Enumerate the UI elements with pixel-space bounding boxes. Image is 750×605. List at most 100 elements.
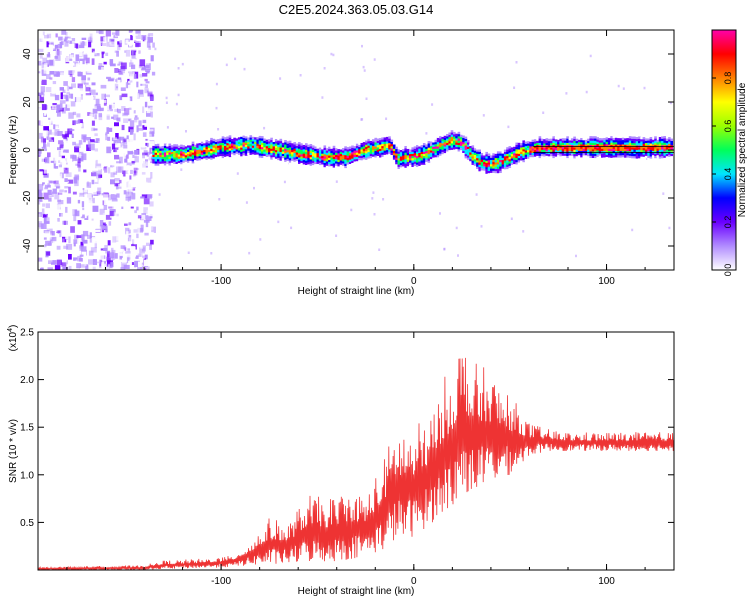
ridge-cell <box>545 153 549 156</box>
noise-cell <box>101 263 107 270</box>
ridge-cell <box>601 148 604 152</box>
noise-cell <box>131 262 135 265</box>
ridge-cell <box>450 134 454 137</box>
ridge-cell <box>471 151 475 155</box>
noise-cell <box>108 102 114 107</box>
noise-cell <box>116 103 120 108</box>
ridge-cell <box>182 160 185 163</box>
noise-cell <box>38 214 41 218</box>
noise-cell <box>150 239 154 245</box>
ridge-cell <box>473 154 477 158</box>
ridge-cell <box>411 151 414 154</box>
ridge-cell <box>191 154 195 157</box>
noise-cell <box>46 142 49 149</box>
noise-cell <box>104 36 108 42</box>
noise-cell <box>89 89 96 95</box>
ridge-cell <box>379 157 382 160</box>
ridge-cell <box>628 146 632 150</box>
ridge-cell <box>559 143 562 146</box>
noise-cell <box>87 167 91 175</box>
noise-cell <box>44 144 47 151</box>
noise-cell <box>51 260 57 265</box>
noise-cell <box>84 36 90 40</box>
ridge-cell <box>494 153 498 156</box>
noise-cell <box>113 126 116 130</box>
ridge-cell <box>644 142 648 146</box>
ridge-cell <box>559 156 562 159</box>
ridge-cell <box>439 138 442 141</box>
ridge-cell <box>254 150 257 153</box>
ridge-cell <box>582 153 586 156</box>
ridge-cell <box>582 144 586 147</box>
ridge-cell <box>665 151 669 154</box>
ridge-cell <box>348 148 352 152</box>
noise-cell <box>124 50 127 53</box>
ridge-cell <box>642 137 646 140</box>
bottom-x-tick-label: 0 <box>411 576 417 587</box>
ridge-cell <box>219 138 222 141</box>
ridge-cell <box>561 146 565 150</box>
ridge-cell <box>418 144 421 147</box>
noise-cell <box>105 56 110 62</box>
ridge-cell <box>337 157 340 160</box>
ridge-cell <box>182 147 185 150</box>
noise-cell <box>72 191 77 195</box>
noise-cell <box>144 161 150 164</box>
ridge-cell <box>436 154 440 158</box>
noise-cell <box>118 230 121 234</box>
noise-cell <box>123 190 127 195</box>
ridge-cell <box>524 145 528 149</box>
ridge-cell <box>647 142 650 145</box>
ridge-cell <box>226 147 229 150</box>
ridge-cell <box>385 149 389 153</box>
ridge-cell <box>425 161 428 165</box>
ridge-cell <box>256 154 259 157</box>
ridge-cell <box>203 158 206 161</box>
ridge-cell <box>499 151 502 154</box>
noise-cell <box>39 163 45 166</box>
ridge-cell <box>635 158 639 161</box>
ridge-cell <box>635 136 639 140</box>
noise-cell <box>110 77 115 81</box>
ridge-cell <box>302 146 306 150</box>
ridge-cell <box>631 138 634 141</box>
noise-cell <box>100 93 105 100</box>
ridge-cell <box>607 144 611 147</box>
ridge-cell <box>409 158 412 161</box>
noise-cell <box>44 63 48 68</box>
ridge-cell <box>570 155 574 158</box>
noise-cell <box>73 177 78 184</box>
ridge-cell <box>661 136 664 139</box>
ridge-cell <box>293 142 296 145</box>
ridge-cell <box>332 167 336 170</box>
ridge-cell <box>272 148 276 151</box>
noise-cell <box>107 136 111 141</box>
ridge-cell <box>402 161 405 165</box>
ridge-cell <box>344 165 347 169</box>
noise-cell <box>60 213 67 220</box>
ridge-cell <box>603 157 606 160</box>
noise-cell <box>118 61 123 65</box>
noise-cell <box>131 162 135 169</box>
ridge-cell <box>302 144 306 148</box>
ridge-cell <box>242 146 246 149</box>
ridge-cell <box>365 144 368 147</box>
ridge-cell <box>464 151 468 155</box>
ridge-cell <box>520 158 523 161</box>
ridge-cell <box>284 140 287 143</box>
noise-cell <box>43 56 47 62</box>
noise-cell <box>102 129 107 134</box>
ridge-cell <box>476 153 479 156</box>
noise-cell <box>52 213 57 220</box>
ridge-cell <box>469 158 472 162</box>
ridge-cell <box>244 153 248 156</box>
ridge-cell <box>543 151 546 155</box>
ridge-cell <box>453 134 456 137</box>
noise-cell <box>120 249 126 253</box>
ridge-cell <box>316 148 320 151</box>
noise-cell <box>50 119 54 123</box>
noise-cell <box>142 113 148 118</box>
ridge-cell <box>288 142 292 146</box>
ridge-cell <box>545 144 549 148</box>
ridge-cell <box>624 157 627 160</box>
